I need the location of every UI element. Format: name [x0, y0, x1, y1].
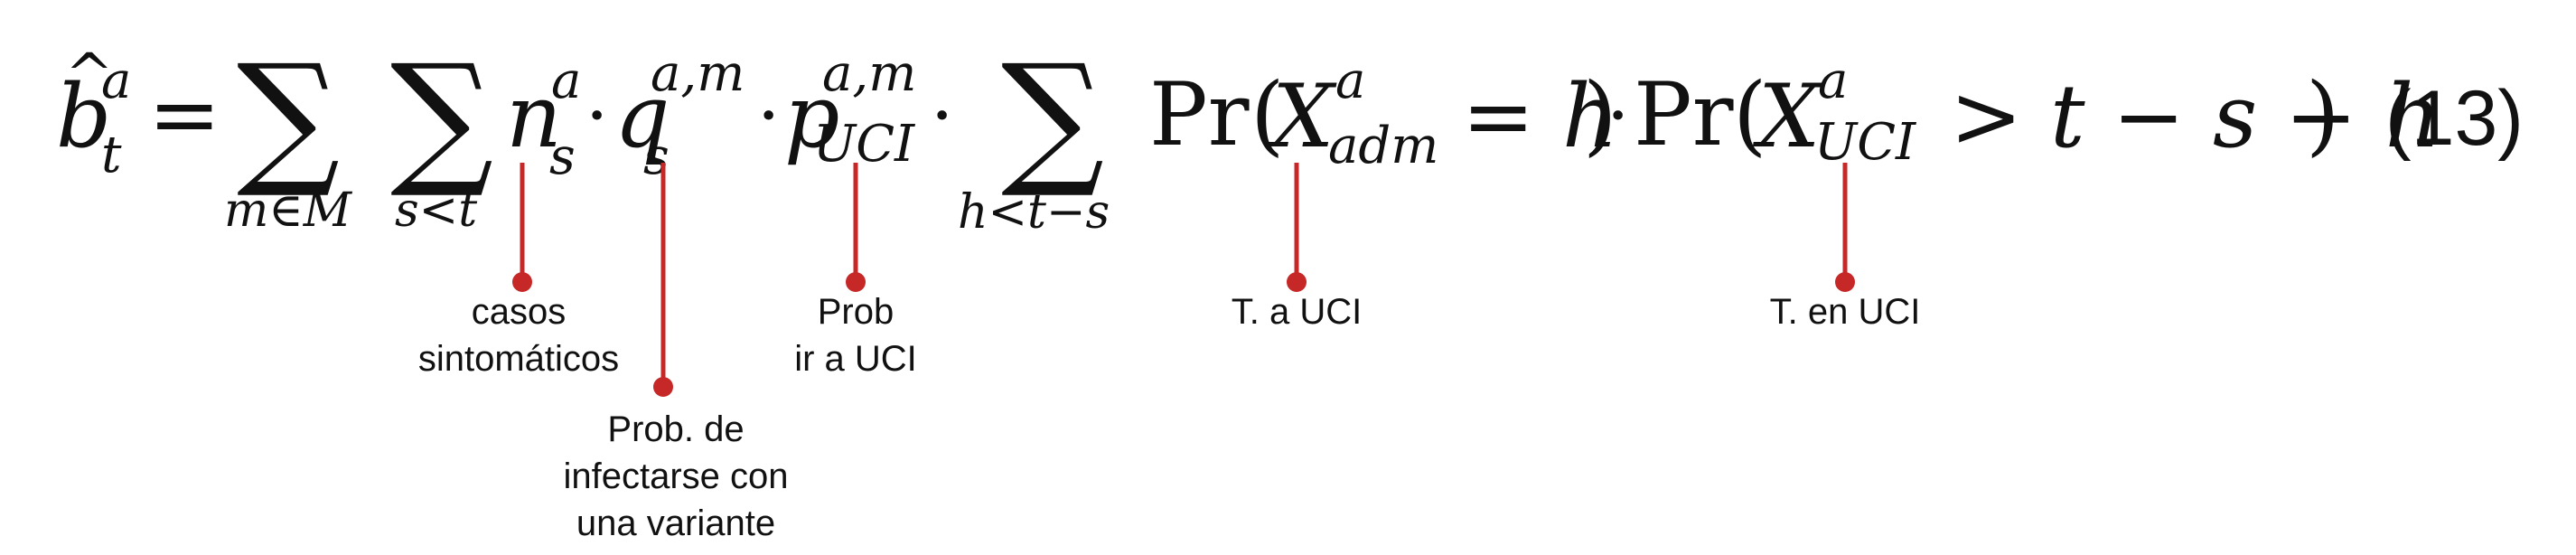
label-prob-uci-line-1: Prob [818, 292, 895, 332]
q-symbol: q [614, 66, 670, 167]
label-variante-line-2: infectarse con [563, 456, 788, 496]
n-symbol: n [506, 66, 562, 167]
p-superscript: a,m [822, 44, 916, 103]
n-subscript: s [549, 127, 576, 186]
x-uci-symbol: X [1752, 66, 1823, 167]
x-adm-superscript: a [1335, 52, 1365, 110]
lhs-superscript: a [101, 52, 131, 110]
cdot-3: · [931, 73, 953, 157]
leader-dot-t-a-uci [1287, 272, 1307, 292]
label-prob-uci-line-2: ir a UCI [794, 339, 917, 379]
x-uci-superscript: a [1818, 52, 1848, 110]
q-superscript: a,m [651, 44, 745, 103]
sum-h-symbol: ∑ [1001, 33, 1104, 202]
label-t-en-uci: T. en UCI [1770, 292, 1921, 332]
lparen-1: ( [1251, 64, 1284, 165]
label-casos-line-2: sintomáticos [418, 339, 619, 379]
lparen-2: ( [1733, 64, 1766, 165]
equals-h: = h [1462, 66, 1618, 167]
label-variante-line-1: Prob. de [607, 409, 744, 449]
equals-sign: = [148, 64, 220, 165]
x-adm-symbol: X [1266, 66, 1337, 167]
greater-than-expression: > t − s − h [1950, 66, 2441, 167]
cdot-2: · [757, 73, 780, 157]
p-symbol: p [784, 66, 839, 167]
leader-dot-prob-uci [846, 272, 866, 292]
sum-s-subscript: s<t [395, 183, 477, 238]
rparen-2: ) [2306, 64, 2339, 165]
sum-m-symbol: ∑ [237, 33, 340, 202]
cdot-4: · [1606, 73, 1629, 157]
sum-h-subscript: h<t−s [958, 185, 1110, 240]
rparen-1: ) [1583, 64, 1616, 165]
sum-m-subscript: m∈M [224, 183, 353, 238]
pr-1: Pr [1149, 64, 1250, 165]
label-casos-line-1: casos [472, 292, 567, 332]
lhs-symbol: b [56, 66, 111, 167]
cdot-1: · [585, 73, 608, 157]
leader-dot-casos [512, 272, 532, 292]
label-variante-line-3: una variante [576, 503, 775, 543]
p-subscript: UCI [813, 115, 916, 174]
lhs-subscript: t [101, 126, 122, 184]
pr-2: Pr [1634, 64, 1734, 165]
label-t-a-uci: T. a UCI [1232, 292, 1362, 332]
x-adm-subscript: adm [1328, 117, 1438, 175]
n-superscript: a [551, 52, 581, 110]
x-uci-subscript: UCI [1814, 113, 1917, 172]
leader-dot-variante [653, 377, 673, 397]
leader-dot-t-en-uci [1835, 272, 1855, 292]
sum-s-symbol: ∑ [390, 33, 493, 202]
lhs-hat: ^ [65, 42, 114, 108]
equation-number: (13) [2385, 75, 2524, 162]
